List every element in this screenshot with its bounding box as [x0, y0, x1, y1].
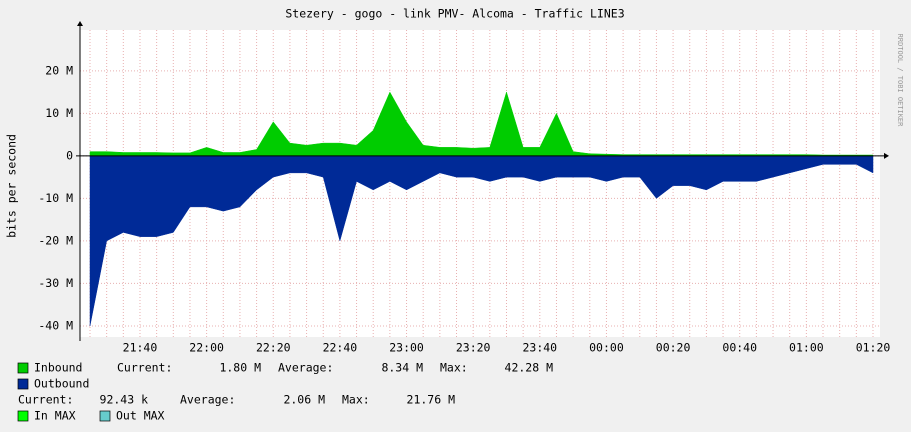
stat-value: 92.43 k [100, 393, 149, 407]
legend-swatch [17, 362, 29, 374]
y-tick-label: 20 M [45, 63, 73, 77]
legend-swatch [17, 378, 29, 390]
stat-label: Current: [117, 361, 172, 375]
legend-label: In MAX [34, 409, 76, 423]
area [89, 91, 874, 157]
chart-title: Stezery - gogo - link PMV- Alcoma - Traf… [285, 7, 624, 21]
legend-swatch [99, 410, 111, 422]
stat-label: Max: [440, 361, 468, 375]
y-axis-label: bits per second [5, 134, 19, 238]
axis-arrow [77, 21, 83, 26]
x-tick-label: 22:00 [189, 341, 224, 355]
stat-label: Average: [180, 393, 235, 407]
axis-arrow [884, 152, 889, 159]
x-tick-label: 01:00 [789, 341, 824, 355]
x-tick-label: 21:40 [123, 341, 158, 355]
stat-value: 8.34 M [381, 361, 423, 375]
stat-value: 1.80 M [219, 361, 261, 375]
y-tick-label: 10 M [45, 106, 73, 120]
y-tick-label: -20 M [38, 233, 73, 247]
legend-label: Inbound [34, 361, 82, 375]
x-tick-label: 00:40 [722, 341, 757, 355]
legend-label: Out MAX [116, 409, 165, 423]
x-tick-label: 00:20 [656, 341, 691, 355]
x-tick-label: 23:20 [456, 341, 491, 355]
x-tick-label: 01:20 [856, 341, 891, 355]
y-tick-label: -10 M [38, 191, 73, 205]
stat-value: 42.28 M [505, 361, 554, 375]
x-tick-label: 00:00 [589, 341, 624, 355]
y-tick-label: -30 M [38, 276, 73, 290]
legend-label: Outbound [34, 377, 89, 391]
x-tick-label: 22:40 [323, 341, 358, 355]
stat-label: Average: [278, 361, 333, 375]
stat-value: 21.76 M [407, 393, 456, 407]
side-text: RRDTOOL / TOBI OETIKER [896, 34, 904, 128]
y-tick-label: 0 [66, 148, 73, 162]
x-tick-label: 22:20 [256, 341, 291, 355]
stat-label: Max: [342, 393, 370, 407]
area [89, 155, 874, 326]
y-tick-label: -40 M [38, 318, 73, 332]
x-tick-label: 23:00 [389, 341, 424, 355]
legend-swatch [17, 410, 29, 422]
stat-label: Current: [18, 393, 73, 407]
stat-value: 2.06 M [283, 393, 325, 407]
x-tick-label: 23:40 [522, 341, 557, 355]
